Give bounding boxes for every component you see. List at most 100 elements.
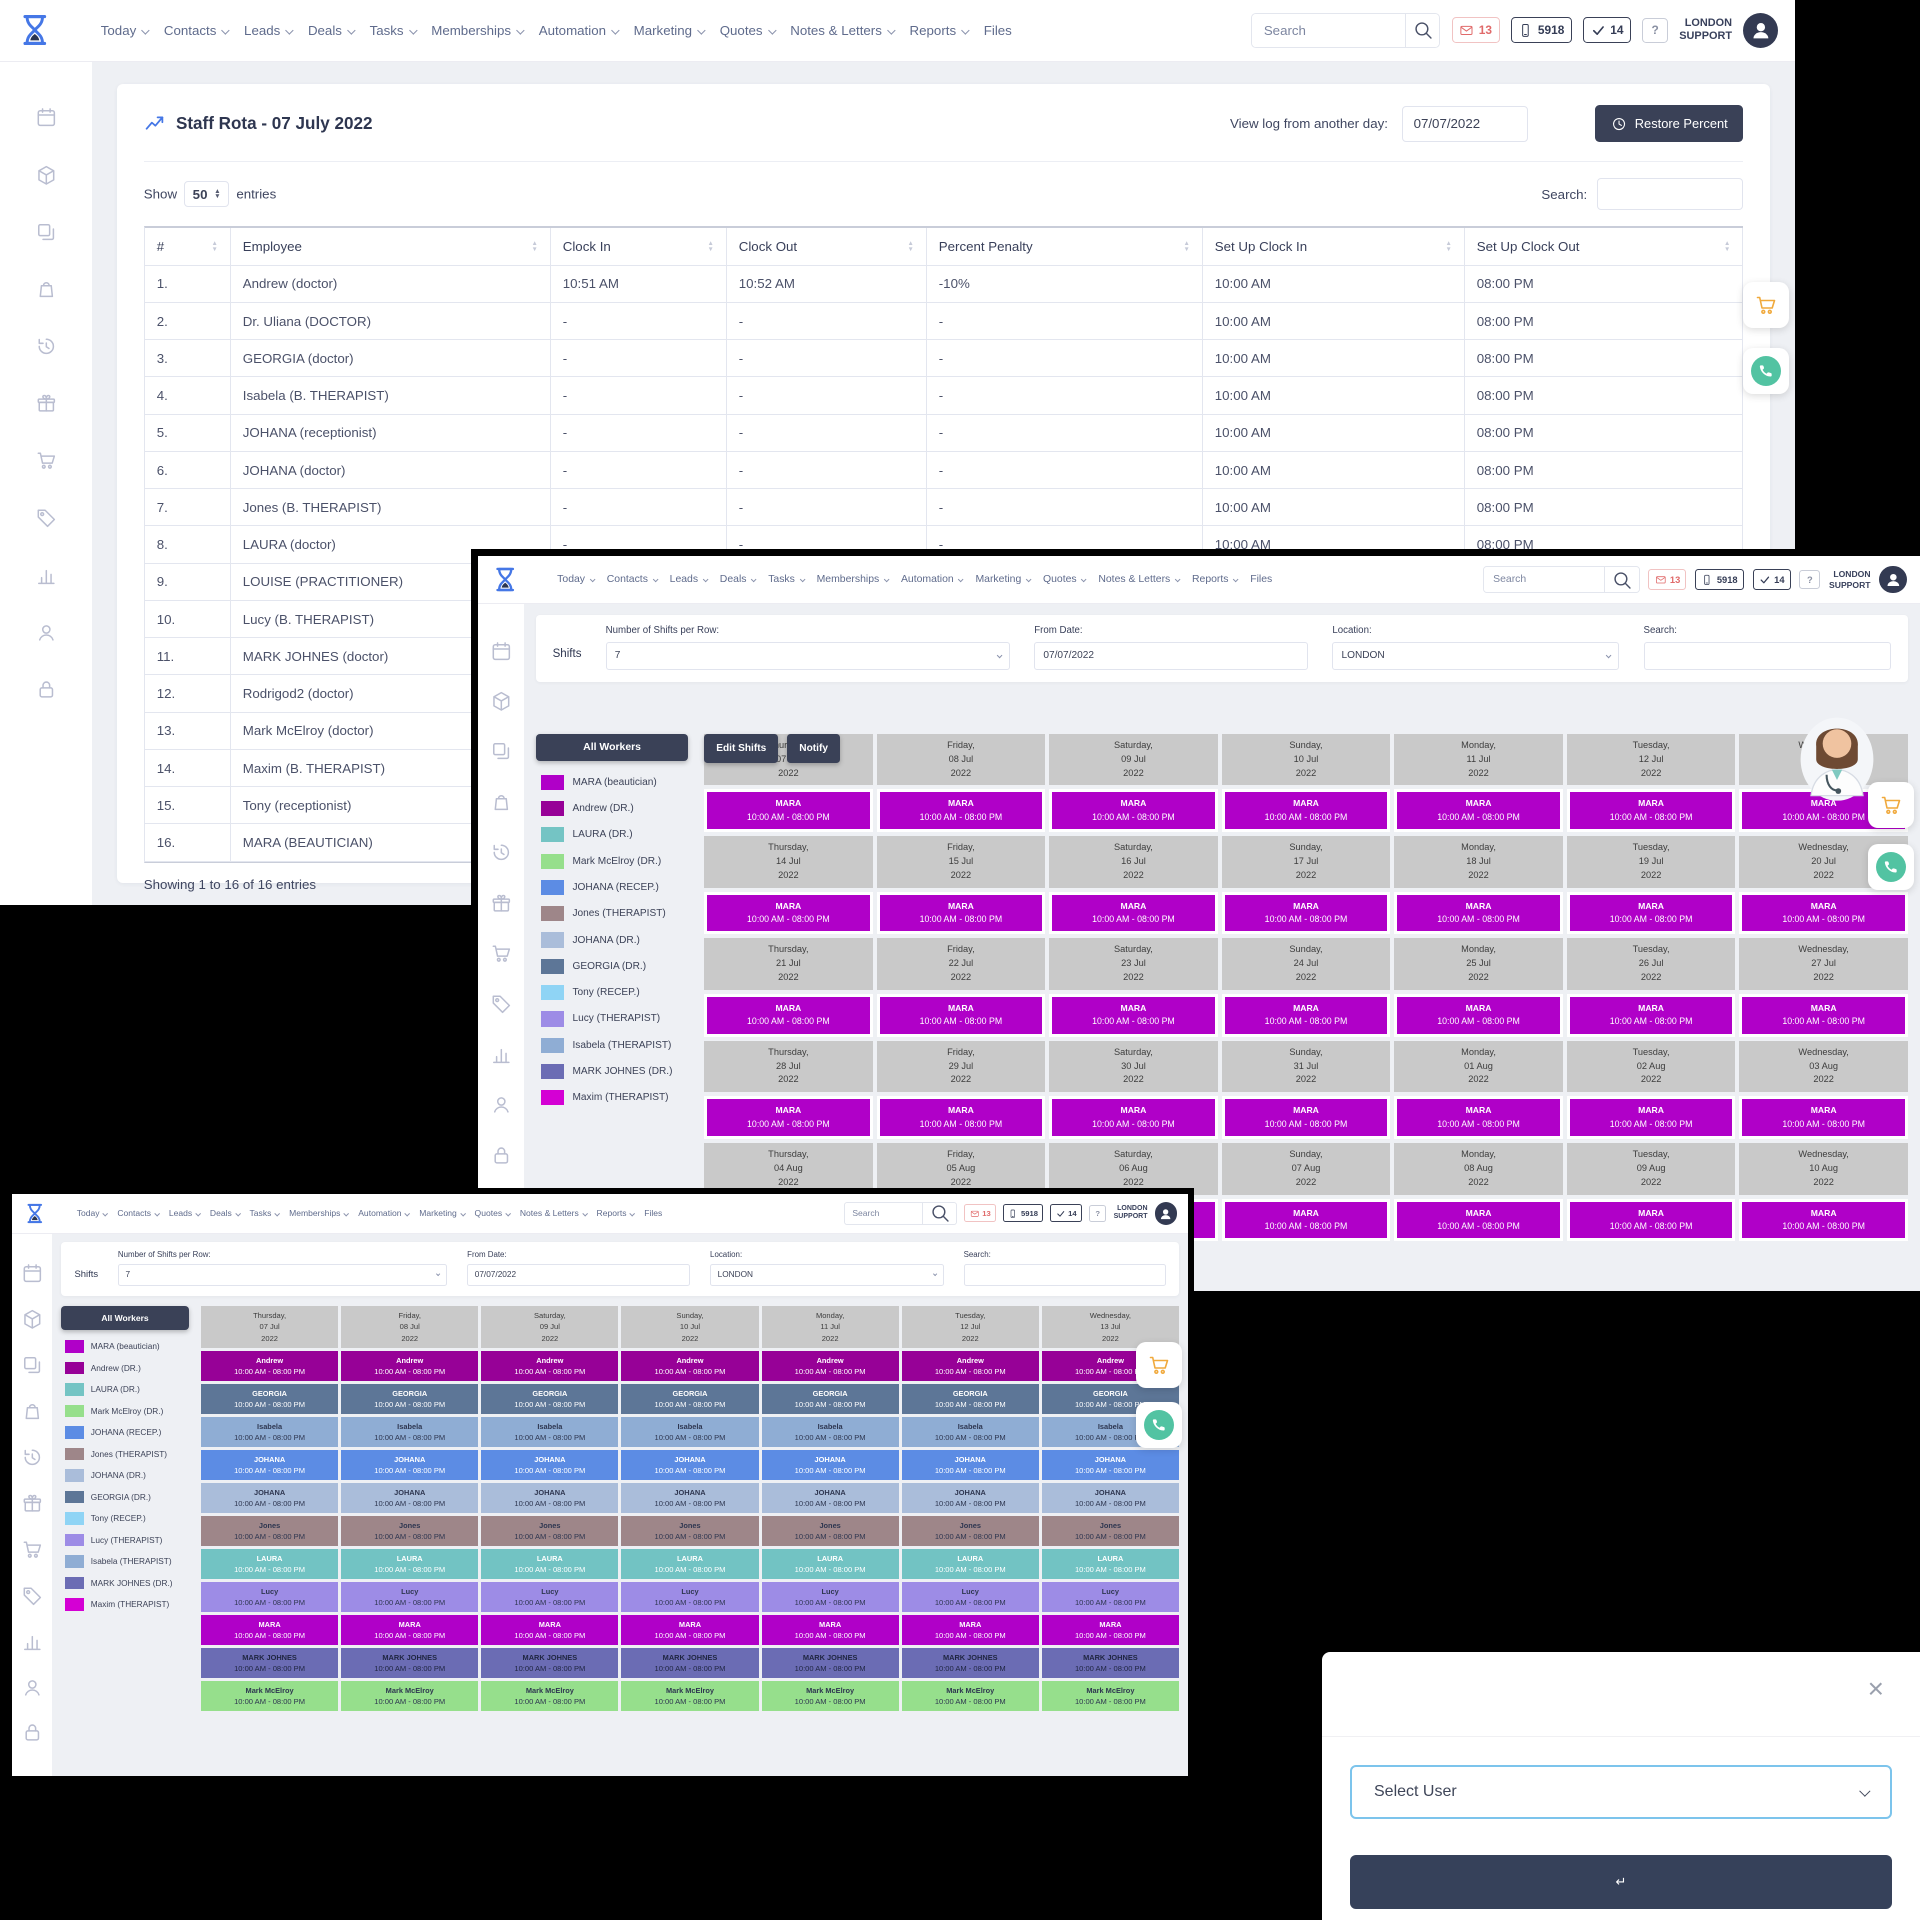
legend-item[interactable]: Lucy (THERAPIST)	[61, 1529, 189, 1551]
shift-cell[interactable]: Mark McElroy 10:00 AM - 08:00 PM	[201, 1681, 339, 1712]
cart-button[interactable]	[1868, 782, 1914, 828]
legend-item[interactable]: JOHANA (DR.)	[61, 1465, 189, 1487]
shift-cell[interactable]: GEORGIA 10:00 AM - 08:00 PM	[201, 1384, 339, 1415]
legend-item[interactable]: JOHANA (DR.)	[536, 927, 688, 953]
shift-cell[interactable]: Lucy 10:00 AM - 08:00 PM	[901, 1582, 1039, 1613]
shift-cell[interactable]: Mark McElroy 10:00 AM - 08:00 PM	[1041, 1681, 1179, 1712]
legend-item[interactable]: Mark McElroy (DR.)	[61, 1400, 189, 1422]
notify-button[interactable]: Notify	[787, 733, 841, 764]
nav-item[interactable]: Contacts	[607, 574, 659, 585]
shift-cell[interactable]: LAURA 10:00 AM - 08:00 PM	[341, 1549, 479, 1580]
mail-badge[interactable]: 13	[1451, 17, 1500, 44]
table-search-input[interactable]	[1596, 178, 1744, 211]
tasks-badge[interactable]: 14	[1050, 1204, 1082, 1223]
shift-cell[interactable]: Lucy 10:00 AM - 08:00 PM	[761, 1582, 899, 1613]
shift-cell[interactable]: Lucy 10:00 AM - 08:00 PM	[481, 1582, 619, 1613]
shift-cell[interactable]: Jones 10:00 AM - 08:00 PM	[1041, 1516, 1179, 1547]
hourglass-logo[interactable]	[491, 562, 520, 597]
legend-item[interactable]: MARK JOHNES (DR.)	[536, 1058, 688, 1084]
nav-item[interactable]: Tasks	[370, 23, 417, 38]
help-badge[interactable]: ?	[1642, 17, 1669, 44]
sidebar-icon[interactable]	[21, 1676, 44, 1702]
shift-cell[interactable]: Isabela 10:00 AM - 08:00 PM	[201, 1417, 339, 1448]
shift-cell[interactable]: Mark McElroy 10:00 AM - 08:00 PM	[761, 1681, 899, 1712]
shift-cell[interactable]: MARK JOHNES 10:00 AM - 08:00 PM	[1041, 1648, 1179, 1679]
shift-cell[interactable]: Andrew 10:00 AM - 08:00 PM	[761, 1351, 899, 1382]
column-header[interactable]: #	[144, 228, 231, 266]
legend-item[interactable]: Maxim (THERAPIST)	[61, 1594, 189, 1616]
whatsapp-button[interactable]	[1868, 844, 1914, 890]
tasks-badge[interactable]: 14	[1583, 17, 1631, 44]
shift-cell[interactable]: Isabela 10:00 AM - 08:00 PM	[761, 1417, 899, 1448]
shift-cell[interactable]: Andrew 10:00 AM - 08:00 PM	[341, 1351, 479, 1382]
search-icon[interactable]	[921, 1203, 957, 1224]
legend-item[interactable]: Maxim (THERAPIST)	[536, 1085, 688, 1111]
nav-item[interactable]: Notes & Letters	[520, 1208, 588, 1218]
column-header[interactable]: Clock Out	[726, 228, 927, 266]
legend-item[interactable]: Andrew (DR.)	[536, 795, 688, 821]
nav-item[interactable]: Deals	[720, 574, 757, 585]
shift-cell[interactable]: Mark McElroy 10:00 AM - 08:00 PM	[901, 1681, 1039, 1712]
sidebar-icon[interactable]	[35, 621, 58, 647]
nav-item[interactable]: Marketing	[634, 23, 706, 38]
shift-cell[interactable]: JOHANA 10:00 AM - 08:00 PM	[901, 1483, 1039, 1514]
sidebar-icon[interactable]	[21, 1308, 44, 1334]
shift-cell[interactable]: GEORGIA 10:00 AM - 08:00 PM	[621, 1384, 759, 1415]
shift-cell[interactable]: JOHANA 10:00 AM - 08:00 PM	[341, 1450, 479, 1481]
legend-item[interactable]: MARA (beautician)	[536, 769, 688, 795]
whatsapp-button[interactable]	[1743, 348, 1789, 394]
sidebar-icon[interactable]	[35, 392, 58, 418]
sidebar-icon[interactable]	[35, 221, 58, 247]
nav-item[interactable]: Reports	[910, 23, 970, 38]
page-size-select[interactable]: 50	[184, 181, 229, 208]
sidebar-icon[interactable]	[21, 1400, 44, 1426]
restore-percent-button[interactable]: Restore Percent	[1595, 104, 1744, 143]
location-select[interactable]: LONDON	[1332, 642, 1620, 670]
sidebar-icon[interactable]	[21, 1630, 44, 1656]
shift-cell[interactable]: MARK JOHNES 10:00 AM - 08:00 PM	[761, 1648, 899, 1679]
nav-item[interactable]: Marketing	[975, 574, 1032, 585]
nav-item[interactable]: Files	[1250, 574, 1272, 585]
avatar[interactable]	[1743, 12, 1779, 48]
nav-item[interactable]: Reports	[597, 1208, 636, 1218]
shift-cell[interactable]: JOHANA 10:00 AM - 08:00 PM	[621, 1483, 759, 1514]
shift-cell[interactable]: GEORGIA 10:00 AM - 08:00 PM	[761, 1384, 899, 1415]
sidebar-icon[interactable]	[21, 1354, 44, 1380]
whatsapp-button[interactable]	[1136, 1402, 1182, 1448]
all-workers-button[interactable]: All Workers	[536, 733, 689, 762]
shift-cell[interactable]: Jones 10:00 AM - 08:00 PM	[481, 1516, 619, 1547]
column-header[interactable]: Percent Penalty	[926, 228, 1203, 266]
legend-item[interactable]: JOHANA (RECEP.)	[61, 1422, 189, 1444]
phone-badge[interactable]: 5918	[1510, 17, 1572, 44]
sidebar-icon[interactable]	[21, 1492, 44, 1518]
nav-item[interactable]: Files	[984, 23, 1012, 38]
per-row-select[interactable]: 7	[605, 642, 1011, 670]
nav-item[interactable]: Leads	[670, 574, 709, 585]
shift-cell[interactable]: Andrew 10:00 AM - 08:00 PM	[201, 1351, 339, 1382]
per-row-select[interactable]: 7	[117, 1263, 448, 1287]
legend-item[interactable]: GEORGIA (DR.)	[536, 953, 688, 979]
sidebar-icon[interactable]	[35, 678, 58, 704]
sidebar-icon[interactable]	[35, 506, 58, 532]
nav-item[interactable]: Today	[557, 574, 596, 585]
shift-cell[interactable]: JOHANA 10:00 AM - 08:00 PM	[201, 1483, 339, 1514]
